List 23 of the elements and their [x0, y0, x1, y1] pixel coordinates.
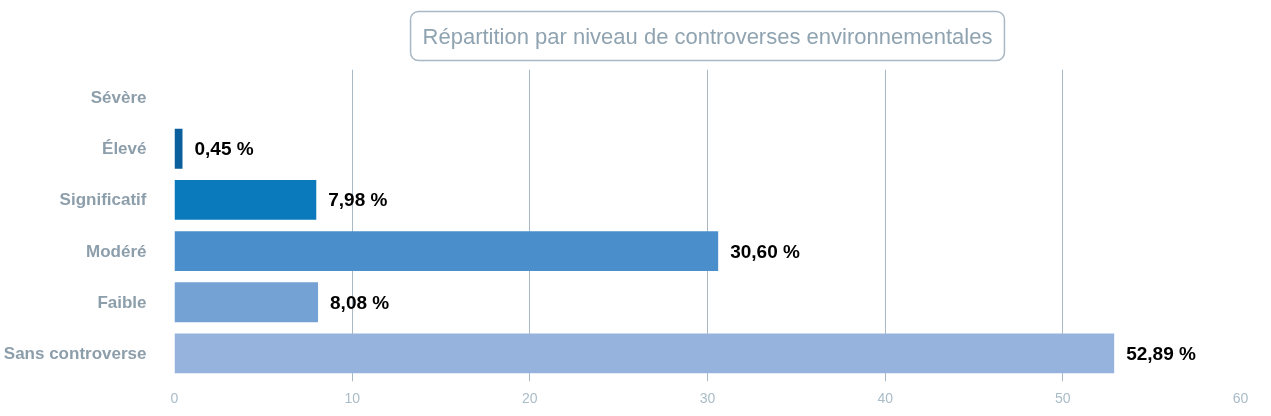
y-tick-label: Élevé: [102, 139, 147, 159]
x-tick-label: 20: [522, 389, 538, 406]
y-tick-label: Sévère: [90, 88, 147, 108]
y-tick-label: Significatif: [59, 190, 147, 210]
bar: [174, 179, 317, 220]
chart-title: Répartition par niveau de controverses environnementales: [422, 23, 993, 49]
x-tick-label: 50: [1055, 389, 1071, 406]
bar: [174, 231, 719, 272]
data-label: 7,98 %: [328, 189, 388, 211]
data-label: 8,08 %: [330, 291, 390, 313]
bar: [174, 282, 319, 323]
data-label: 30,60 %: [730, 240, 800, 262]
data-label: 52,89 %: [1126, 342, 1196, 364]
x-tick-label: 30: [699, 389, 716, 406]
x-tick-label: 0: [170, 389, 179, 406]
data-label: 0,45 %: [194, 138, 254, 160]
y-tick-label: Modéré: [86, 241, 147, 261]
x-tick-label: 60: [1232, 389, 1249, 406]
x-tick-label: 40: [877, 389, 894, 406]
bar: [174, 333, 1115, 374]
y-tick-label: Faible: [97, 292, 147, 312]
y-tick-label: Sans controverse: [3, 343, 147, 363]
x-tick-label: 10: [344, 389, 361, 406]
